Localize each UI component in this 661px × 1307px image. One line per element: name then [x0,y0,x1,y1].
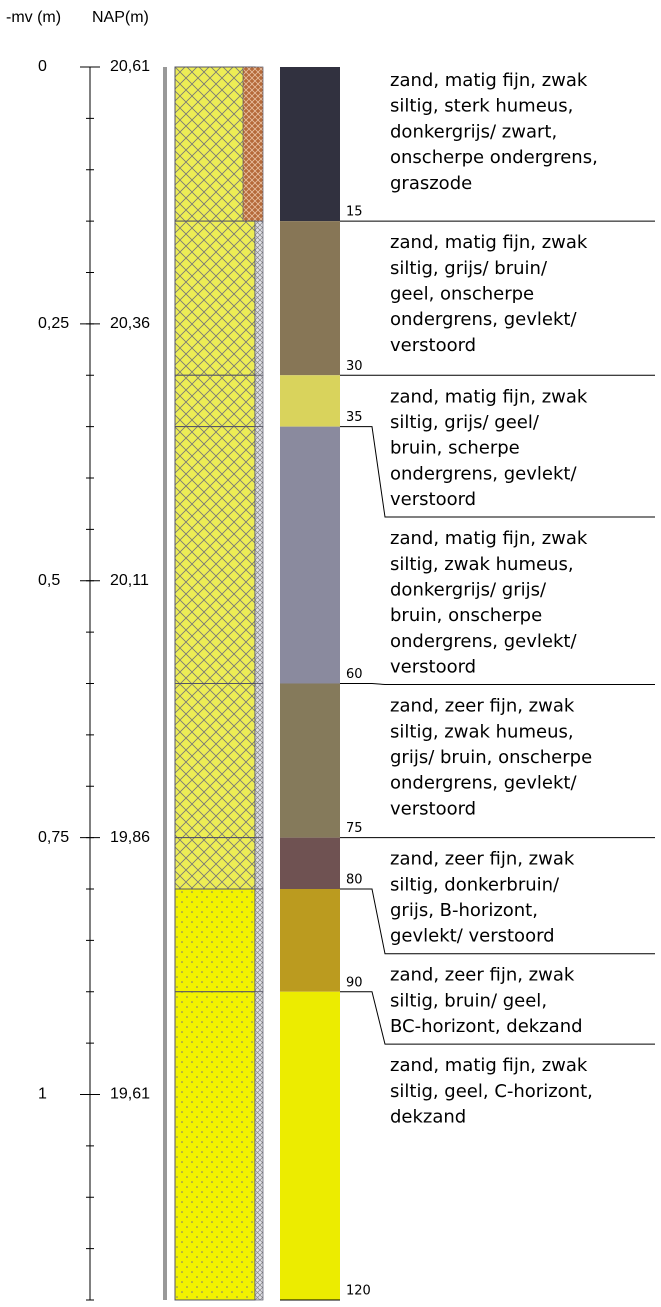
boundary-label: 35 [346,410,363,425]
lithology-cell [174,66,256,222]
boundary-label: 60 [346,667,363,682]
layer-color [280,426,340,684]
layer-description: BC-horizont, dekzand [390,1016,583,1037]
lithology-strip [254,837,264,890]
layer-description: ondergrens, gevlekt/ [390,463,577,484]
layer-description: grijs/ bruin, onscherpe [390,747,592,768]
layer-description: ondergrens, gevlekt/ [390,309,577,330]
depth-label: 0,75 [38,829,69,846]
nap-label: 20,11 [110,572,149,589]
leader-line [340,426,655,518]
layer-color [280,837,340,889]
layer-description: graszode [390,173,472,194]
layer-description: siltig, grijs/ bruin/ [390,258,548,279]
layer-color [280,221,340,376]
layer-description: zand, zeer fijn, zwak [390,696,575,717]
nap-label: 19,86 [110,829,150,846]
depth-label: 0,25 [38,315,69,332]
lithology-strip [254,374,264,427]
boundary-label: 80 [346,873,363,888]
layer-description: gevlekt/ verstoord [390,926,555,947]
layer-description: siltig, geel, C-horizont, [390,1081,593,1102]
layer-color [280,67,340,222]
layer-description: ondergrens, gevlekt/ [390,773,577,794]
lithology-strip [242,66,264,222]
layer-description: siltig, grijs/ geel/ [390,412,540,433]
layer-description: verstoord [390,657,476,678]
layer-description: zand, matig fijn, zwak [390,528,588,549]
layer-description: siltig, bruin/ geel, [390,990,547,1011]
boundary-label: 75 [346,821,363,836]
layer-description: verstoord [390,335,476,356]
layer-description: zand, zeer fijn, zwak [390,965,575,986]
layer-color [280,375,340,427]
lithology-cell [174,888,256,993]
boundary-label: 30 [346,359,363,374]
layer-description: donkergrijs/ zwart, [390,121,557,142]
layer-description: grijs, B-horizont, [390,900,538,921]
layer-description: zand, zeer fijn, zwak [390,849,575,870]
boundary-label: 90 [346,975,363,990]
layer-description: bruin, scherpe [390,438,520,459]
layer-description: geel, onscherpe [390,284,534,305]
lithology-cell [174,837,256,890]
depth-label: 0,5 [38,572,60,589]
lithology-strip [254,426,264,684]
lithology-strip [254,683,264,838]
nap-label: 20,61 [110,58,150,75]
layer-description: donkergrijs/ grijs/ [390,579,547,600]
layer-description: bruin, onscherpe [390,605,542,626]
lithology-strip [254,888,264,993]
depth-axis-title: -mv (m) [6,9,61,26]
nap-label: 20,36 [110,315,150,332]
boundary-label: 120 [346,1284,371,1299]
leader-line [340,991,655,1045]
layer-description: zand, matig fijn, zwak [390,70,588,91]
lithology-cell [174,683,256,839]
layer-description: verstoord [390,798,476,819]
layer-color [280,991,340,1300]
layer-description: zand, matig fijn, zwak [390,386,588,407]
layer-description: ondergrens, gevlekt/ [390,631,577,652]
nap-label: 19,61 [110,1086,150,1103]
lithology-strip [254,991,264,1301]
depth-label: 0 [38,58,47,75]
lithology-cell [174,374,256,428]
layer-description: onscherpe ondergrens, [390,147,598,168]
lithology-cell [174,426,256,684]
leader-line [340,683,655,686]
layer-description: siltig, sterk humeus, [390,96,573,117]
layer-description: siltig, zwak humeus, [390,554,574,575]
layer-description: zand, matig fijn, zwak [390,1055,588,1076]
layer-color [280,683,340,838]
lithology-strip [254,220,264,376]
layer-description: dekzand [390,1107,466,1128]
layer-description: verstoord [390,489,476,510]
leader-line [340,888,655,955]
column-bar [163,67,167,1300]
depth-label: 1 [38,1086,47,1103]
nap-axis-title: NAP(m) [92,9,149,26]
boundary-label: 15 [346,205,363,220]
layer-description: siltig, zwak humeus, [390,721,574,742]
layer-description: siltig, donkerbruin/ [390,874,560,895]
lithology-cell [174,991,256,1301]
layer-description: zand, matig fijn, zwak [390,232,588,253]
layer-color [280,889,340,992]
lithology-cell [174,220,256,376]
